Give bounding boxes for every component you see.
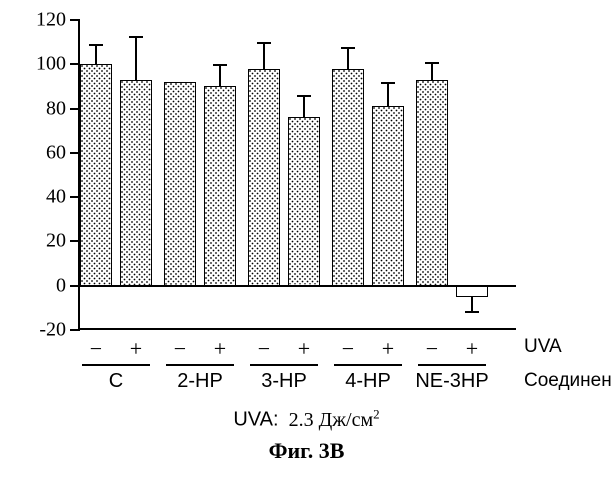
right-label-uva: UVA <box>524 336 562 358</box>
err-cap <box>341 47 355 49</box>
ytick <box>70 108 80 110</box>
uva-sign: + <box>382 336 394 362</box>
uva-sign: − <box>258 336 270 362</box>
err-line <box>431 62 433 80</box>
err-cap <box>465 311 479 313</box>
ytick-label: 0 <box>26 274 66 297</box>
uva-sign: − <box>342 336 354 362</box>
err-line <box>135 36 137 80</box>
err-line <box>219 64 221 86</box>
group-label: C <box>109 370 123 393</box>
bar <box>416 80 448 286</box>
uva-sign: − <box>90 336 102 362</box>
ytick-label: 40 <box>26 186 66 209</box>
ytick <box>70 329 80 331</box>
uva-sign: + <box>214 336 226 362</box>
err-cap <box>425 62 439 64</box>
figure-title: Фиг. 3B <box>0 438 613 464</box>
uva-sign: + <box>298 336 310 362</box>
bar <box>248 69 280 286</box>
ytick <box>70 19 80 21</box>
group-underline <box>250 364 318 366</box>
err-cap <box>381 82 395 84</box>
err-cap <box>129 36 143 38</box>
bar <box>120 80 152 286</box>
group-label: 2-HP <box>177 370 223 393</box>
ytick-label: -20 <box>26 319 66 342</box>
uva-sign: + <box>466 336 478 362</box>
group-underline <box>334 364 402 366</box>
group-label: 3-HP <box>261 370 307 393</box>
err-line <box>303 95 305 117</box>
uva-sign: − <box>426 336 438 362</box>
ytick-label: 60 <box>26 141 66 164</box>
uva-sign: − <box>174 336 186 362</box>
err-line <box>263 42 265 69</box>
group-underline <box>166 364 234 366</box>
ytick <box>70 63 80 65</box>
err-line <box>347 47 349 69</box>
err-line <box>95 44 97 64</box>
err-cap <box>213 64 227 66</box>
group-underline <box>418 364 486 366</box>
ytick-label: 80 <box>26 97 66 120</box>
err-cap <box>297 95 311 97</box>
ytick <box>70 240 80 242</box>
uva-sign: + <box>130 336 142 362</box>
bar <box>204 86 236 285</box>
bar <box>164 82 196 286</box>
bar <box>372 106 404 285</box>
err-cap <box>89 44 103 46</box>
ytick <box>70 152 80 154</box>
group-underline <box>82 364 150 366</box>
group-label: NE-3HP <box>415 370 488 393</box>
err-line <box>387 82 389 106</box>
caption-uva-dose: UVA: 2.3 Дж/см2 <box>0 406 613 432</box>
ytick-label: 20 <box>26 230 66 253</box>
right-label-compound: Соединение <box>524 370 613 392</box>
figure-container: -20020406080100120−+C−+2-HP−+3-HP−+4-HP−… <box>0 0 613 500</box>
ytick-label: 100 <box>26 53 66 76</box>
bar <box>80 64 112 285</box>
bar <box>332 69 364 286</box>
err-cap <box>257 42 271 44</box>
ytick-label: 120 <box>26 9 66 32</box>
bar-negative <box>456 286 488 297</box>
ytick <box>70 196 80 198</box>
group-label: 4-HP <box>345 370 391 393</box>
bar <box>288 117 320 285</box>
err-line <box>471 297 473 313</box>
